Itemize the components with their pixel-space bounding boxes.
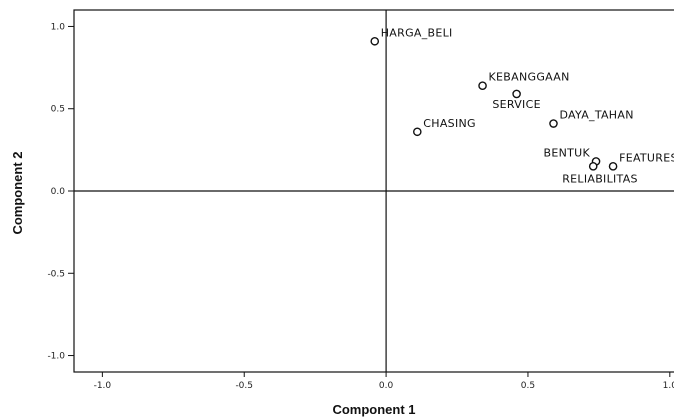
data-point-marker bbox=[413, 127, 422, 137]
data-point-label: HARGA_BELI bbox=[381, 26, 453, 39]
data-point-label: CHASING bbox=[423, 117, 476, 130]
y-axis-title: Component 2 bbox=[10, 151, 25, 234]
data-point-marker bbox=[549, 119, 558, 128]
y-tick-label: 0.0 bbox=[51, 187, 66, 197]
data-point-marker bbox=[588, 162, 598, 171]
data-point-label: BENTUK bbox=[544, 146, 591, 159]
data-point-label: SERVICE bbox=[492, 98, 540, 111]
data-point-marker bbox=[478, 81, 487, 90]
x-tick-label: 0.5 bbox=[521, 381, 535, 391]
y-tick-label: -1.0 bbox=[47, 352, 65, 362]
data-point-marker bbox=[512, 89, 521, 99]
y-tick-label: 1.0 bbox=[51, 22, 66, 32]
data-point-label: KEBANGGAAN bbox=[489, 71, 570, 84]
x-axis-ticks: -1.0 -0.5 0.0 0.5 1.0 bbox=[94, 372, 674, 391]
reference-lines bbox=[74, 10, 674, 372]
y-axis-ticks: 1.0 0.5 0.0 -0.5 -1.0 bbox=[47, 22, 74, 362]
x-tick-label: -1.0 bbox=[94, 381, 112, 391]
data-point-label: RELIABILITAS bbox=[562, 172, 638, 185]
x-tick-label: -0.5 bbox=[235, 381, 253, 391]
y-tick-label: -0.5 bbox=[47, 269, 65, 279]
x-tick-label: 0.0 bbox=[379, 381, 394, 391]
data-point-marker bbox=[608, 162, 618, 171]
y-tick-label: 0.5 bbox=[51, 105, 65, 115]
data-point-label: FEATURES bbox=[619, 151, 674, 164]
data-point-marker bbox=[370, 36, 380, 46]
data-points: HARGA_BELI KEBANGGAAN SERVICE DAYA_TAHAN CHA… bbox=[370, 26, 674, 185]
x-axis-title: Component 1 bbox=[332, 402, 415, 417]
data-point-label: DAYA_TAHAN bbox=[559, 109, 633, 122]
x-tick-label: 1.0 bbox=[663, 381, 674, 391]
